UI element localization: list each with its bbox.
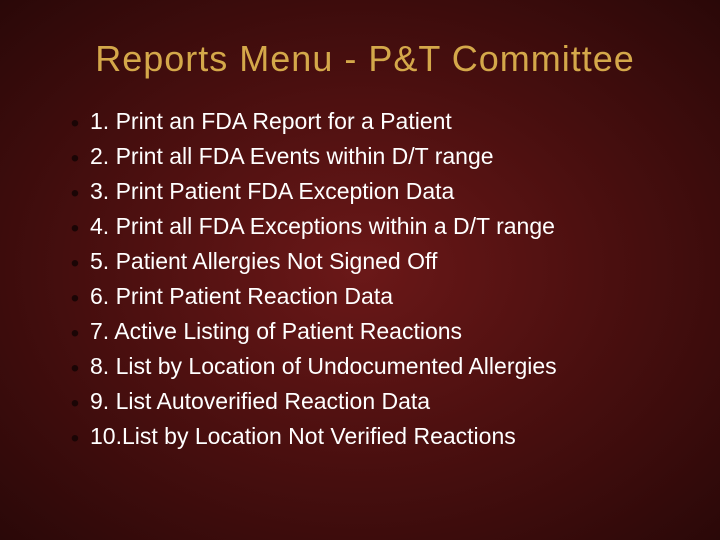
item-text: 10.List by Location Not Verified Reactio…: [90, 423, 670, 450]
list-item: • 7. Active Listing of Patient Reactions: [60, 318, 670, 345]
item-text: 6. Print Patient Reaction Data: [90, 283, 670, 310]
list-item: • 8. List by Location of Undocumented Al…: [60, 353, 670, 380]
list-item: • 3. Print Patient FDA Exception Data: [60, 178, 670, 205]
bullet-icon: •: [60, 217, 90, 241]
list-item: • 1. Print an FDA Report for a Patient: [60, 108, 670, 135]
item-text: 4. Print all FDA Exceptions within a D/T…: [90, 213, 670, 240]
list-item: • 4. Print all FDA Exceptions within a D…: [60, 213, 670, 240]
list-item: • 2. Print all FDA Events within D/T ran…: [60, 143, 670, 170]
item-text: 5. Patient Allergies Not Signed Off: [90, 248, 670, 275]
list-item: • 9. List Autoverified Reaction Data: [60, 388, 670, 415]
bullet-icon: •: [60, 322, 90, 346]
bullet-icon: •: [60, 112, 90, 136]
bullet-icon: •: [60, 252, 90, 276]
slide-container: Reports Menu - P&T Committee • 1. Print …: [0, 0, 720, 540]
slide-title: Reports Menu - P&T Committee: [60, 38, 670, 80]
list-item: • 5. Patient Allergies Not Signed Off: [60, 248, 670, 275]
item-text: 3. Print Patient FDA Exception Data: [90, 178, 670, 205]
bullet-icon: •: [60, 147, 90, 171]
bullet-icon: •: [60, 182, 90, 206]
bullet-icon: •: [60, 427, 90, 451]
list-item: • 6. Print Patient Reaction Data: [60, 283, 670, 310]
item-text: 7. Active Listing of Patient Reactions: [90, 318, 670, 345]
list-item: • 10.List by Location Not Verified React…: [60, 423, 670, 450]
item-text: 1. Print an FDA Report for a Patient: [90, 108, 670, 135]
menu-list: • 1. Print an FDA Report for a Patient •…: [60, 108, 670, 450]
bullet-icon: •: [60, 392, 90, 416]
item-text: 9. List Autoverified Reaction Data: [90, 388, 670, 415]
item-text: 2. Print all FDA Events within D/T range: [90, 143, 670, 170]
bullet-icon: •: [60, 287, 90, 311]
item-text: 8. List by Location of Undocumented Alle…: [90, 353, 670, 380]
bullet-icon: •: [60, 357, 90, 381]
